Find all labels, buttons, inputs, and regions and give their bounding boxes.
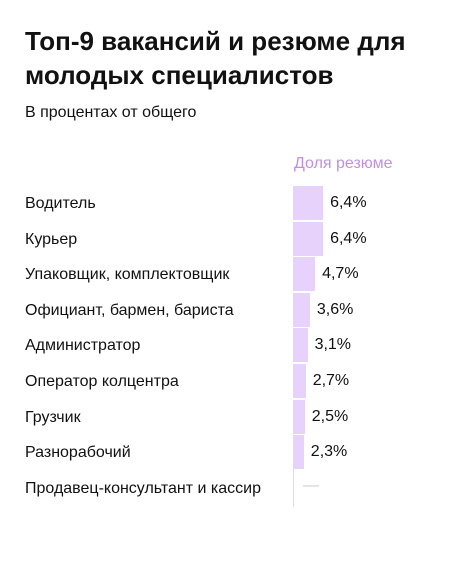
chart-subtitle: В процентах от общего [25,104,197,121]
value-label: 4,7% [322,265,359,283]
chart-title: Топ-9 вакансий и резюме для молодых спец… [25,26,406,90]
column-header: Доля резюме [294,155,393,172]
category-label: Курьер [25,230,78,248]
bar [293,364,306,398]
value-label: 2,7% [312,372,350,389]
bar [293,435,304,470]
category-label: Продавец-консультант и кассир [25,479,261,497]
category-label: Разнорабочий [25,444,131,462]
value-label: 6,4% [330,229,367,247]
bar [293,399,305,434]
category-label: Водитель [25,195,96,212]
value-label: 3,6% [316,300,354,318]
value-label: — [303,476,319,494]
bar [293,328,308,363]
value-label: 2,3% [310,443,348,461]
category-label: Грузчик [25,408,81,426]
bar [293,257,316,292]
category-label: Официант, бармен, бариста [25,301,234,319]
value-label: 2,5% [311,407,349,425]
empty-bar [293,466,294,507]
category-label: Администратор [25,337,141,355]
bar [293,292,310,327]
value-label: 3,1% [314,336,352,354]
bar [293,186,324,220]
category-label: Оператор колцентра [25,373,179,390]
category-label: Упаковщик, комплектовщик [25,266,230,284]
bar [293,221,324,256]
value-label: 6,4% [330,194,367,211]
